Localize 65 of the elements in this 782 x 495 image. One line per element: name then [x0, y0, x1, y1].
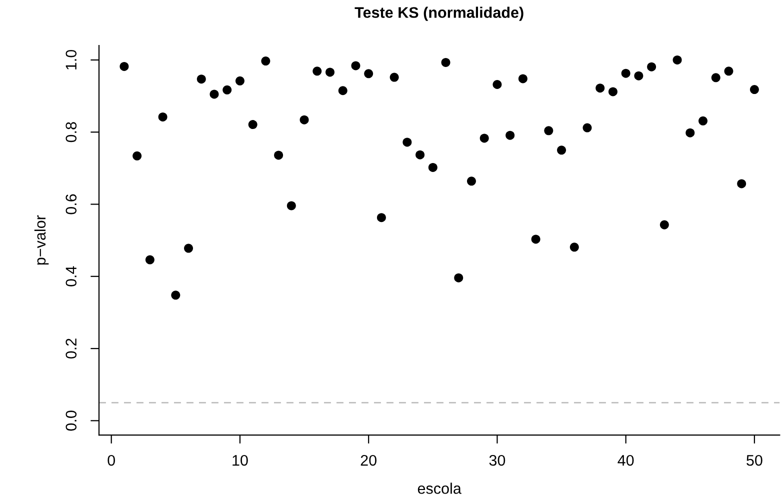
point [711, 73, 720, 82]
point [441, 58, 450, 67]
point [531, 234, 540, 244]
x-tick-label: 40 [618, 454, 634, 466]
point [660, 220, 669, 230]
point [274, 150, 284, 160]
point [686, 128, 695, 138]
point [634, 71, 644, 80]
x-axis-title: escola [418, 482, 462, 494]
x-tick-label: 30 [489, 454, 506, 466]
point [300, 115, 309, 124]
y-tick-label: 0.8 [66, 122, 77, 142]
point [390, 72, 399, 82]
point [158, 112, 168, 122]
y-tick-label: 0.2 [66, 338, 77, 359]
point [621, 68, 630, 78]
point [376, 213, 386, 222]
point [235, 76, 244, 86]
point [454, 273, 464, 282]
point [326, 68, 334, 77]
point [261, 56, 270, 66]
y-tick-label: 0.4 [66, 266, 77, 286]
point [724, 66, 734, 76]
point [672, 55, 682, 64]
point [608, 87, 618, 96]
point [222, 85, 232, 94]
point [338, 86, 348, 96]
point [492, 80, 502, 89]
point [364, 69, 374, 78]
point [428, 162, 438, 172]
x-tick-label: 0 [108, 454, 115, 466]
point [506, 130, 515, 140]
point [466, 176, 476, 186]
point [557, 146, 566, 155]
x-tick-label: 10 [232, 454, 248, 466]
point [750, 85, 759, 94]
point [737, 179, 746, 188]
y-axis-title: p−valor [34, 215, 49, 265]
x-tick-label: 50 [746, 454, 762, 466]
point [196, 74, 206, 84]
y-tick-label: 0.6 [66, 194, 77, 214]
point [596, 84, 605, 93]
point [544, 126, 554, 136]
point [647, 62, 656, 72]
point [570, 242, 579, 252]
point [210, 90, 219, 99]
point [145, 255, 154, 264]
x-tick-label: 20 [360, 454, 376, 466]
y-tick-label: 0.0 [66, 410, 77, 431]
point [312, 66, 322, 76]
point [480, 134, 489, 143]
point [351, 61, 360, 70]
point [402, 138, 412, 147]
point [248, 120, 258, 130]
point [582, 123, 592, 132]
point [518, 74, 528, 84]
point [132, 151, 142, 160]
point [120, 62, 129, 71]
point [184, 244, 194, 253]
y-tick-label: 1.0 [66, 50, 77, 70]
point [286, 201, 296, 210]
chart-title: Teste KS (normalidade) [354, 6, 524, 21]
point [416, 150, 425, 160]
point [171, 290, 180, 300]
point [698, 116, 708, 126]
